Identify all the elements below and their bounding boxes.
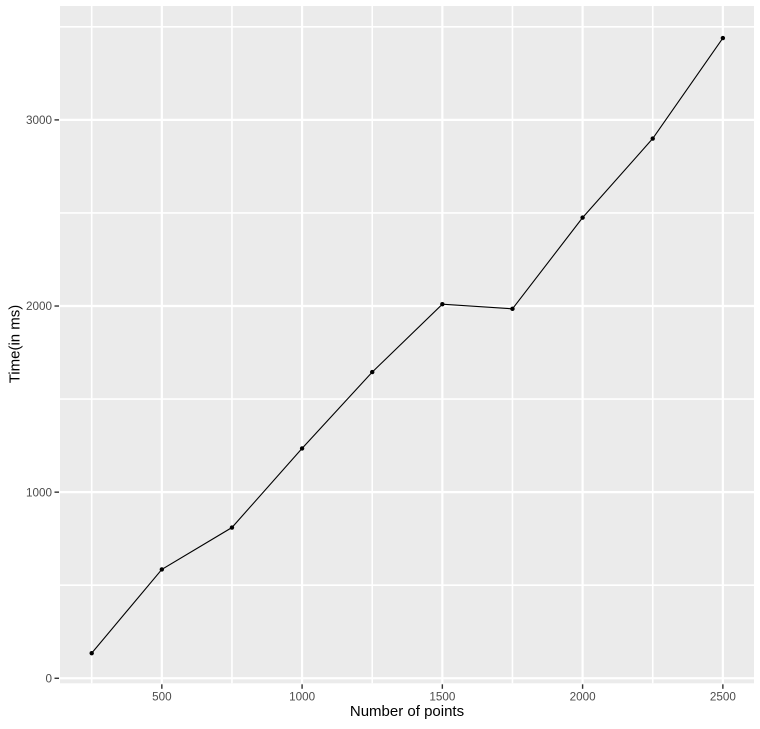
data-point [440,301,445,307]
y-tick-label: 2000 [26,300,53,313]
x-tick-label: 1500 [429,690,456,703]
data-point [159,567,165,572]
data-point [720,35,726,41]
data-point [89,650,94,656]
x-axis-title: Number of points [349,703,465,720]
y-tick-label: 3000 [26,114,53,127]
data-point [229,525,235,530]
data-point [580,215,585,220]
y-axis-title: Time(in ms) [6,304,24,384]
x-tick-label: 2000 [570,690,597,703]
y-tick-label: 1000 [26,486,53,499]
x-tick-label: 500 [152,690,172,703]
data-line [91,37,724,654]
x-tick-label: 2500 [710,690,737,703]
y-tick-label: 0 [45,672,52,685]
data-point [299,446,305,451]
data-point [510,306,515,312]
data-point [650,136,655,141]
x-tick-label: 1000 [289,690,316,703]
plot-panel [60,6,754,684]
data-point [370,369,375,375]
